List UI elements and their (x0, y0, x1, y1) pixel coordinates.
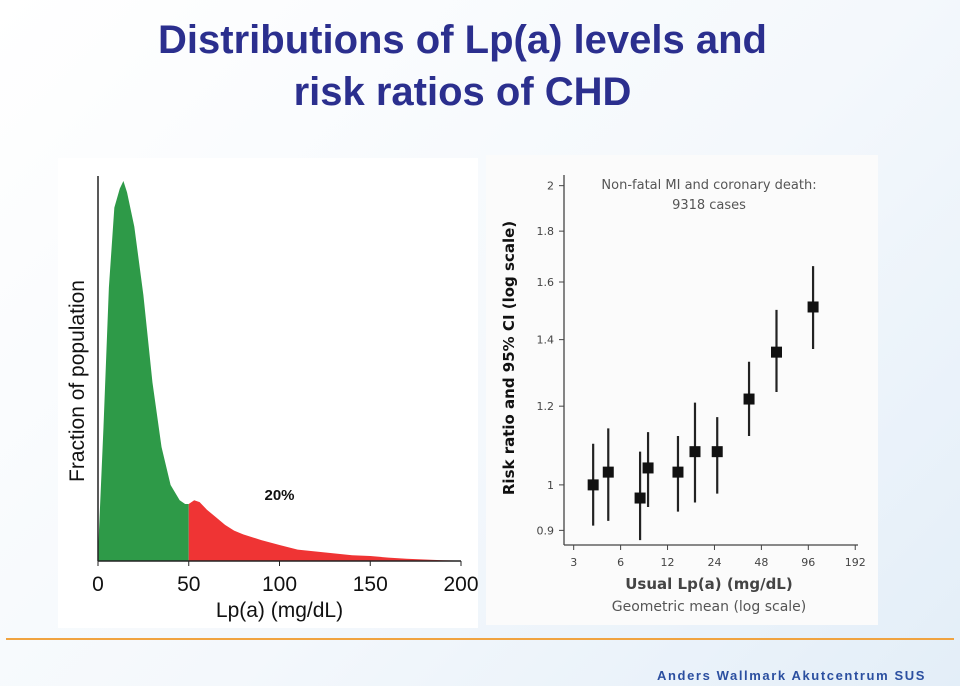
risk-y-axis-label: Risk ratio and 95% CI (log scale) (500, 221, 518, 495)
risk-point-marker (602, 466, 614, 478)
risk-ratio-chart-panel: 0.9 1 1.2 1.4 1.6 1.8 2 3 6 12 24 48 96 192 Non-fatal… (486, 155, 878, 625)
distribution-x-tick-label: 150 (353, 573, 388, 596)
distribution-x-tick-label: 0 (92, 573, 104, 596)
footer-divider (6, 638, 954, 640)
distribution-chart: 0 50 100 150 200 20% Lp(a) (mg/dL) Fraction … (66, 176, 479, 622)
slide-title-line-2: risk ratios of CHD (293, 70, 632, 114)
risk-x-axis-sublabel: Geometric mean (log scale) (612, 599, 807, 615)
risk-y-tick-label: 1.4 (537, 334, 555, 347)
risk-y-tick-label: 0.9 (537, 524, 555, 537)
risk-point-marker (672, 466, 684, 478)
risk-y-tick-label: 2 (547, 180, 554, 193)
risk-x-axis-label: Usual Lp(a) (mg/dL) (625, 575, 792, 593)
area-above-threshold (188, 500, 461, 561)
risk-x-tick-label: 3 (570, 556, 577, 569)
risk-ratio-chart: 0.9 1 1.2 1.4 1.6 1.8 2 3 6 12 24 48 96 192 Non-fatal… (500, 175, 866, 615)
risk-point-marker (634, 492, 646, 504)
risk-point-marker (807, 301, 819, 313)
slide-title: Distributions of Lp(a) levels and risk r… (0, 14, 925, 118)
risk-points (587, 266, 819, 541)
risk-y-tick-label: 1.8 (537, 225, 555, 238)
risk-point-marker (642, 462, 654, 474)
risk-point-marker (743, 393, 755, 405)
risk-point-marker (689, 446, 701, 458)
risk-point-marker (587, 479, 599, 491)
risk-point-marker (711, 446, 723, 458)
distribution-x-axis-label: Lp(a) (mg/dL) (216, 599, 343, 622)
area-below-threshold (98, 181, 189, 561)
risk-x-tick-label: 12 (661, 556, 675, 569)
distribution-axes: 0 50 100 150 200 (92, 176, 479, 596)
risk-y-tick-label: 1.6 (537, 276, 555, 289)
distribution-x-tick-label: 50 (177, 573, 200, 596)
risk-annotation-line-1: Non-fatal MI and coronary death: (601, 178, 816, 193)
risk-x-tick-label: 48 (754, 556, 768, 569)
risk-y-tick-label: 1.2 (537, 400, 555, 413)
risk-x-tick-label: 24 (707, 556, 721, 569)
risk-x-tick-label: 96 (801, 556, 815, 569)
risk-x-tick-label: 192 (845, 556, 866, 569)
distribution-y-axis-label: Fraction of population (66, 280, 89, 482)
fraction-above-threshold-label: 20% (264, 487, 294, 504)
risk-annotation-line-2: 9318 cases (672, 198, 746, 213)
slide-title-line-1: Distributions of Lp(a) levels and (158, 18, 767, 62)
distribution-x-tick-label: 200 (443, 573, 478, 596)
distribution-chart-panel: 0 50 100 150 200 20% Lp(a) (mg/dL) Fraction … (58, 158, 479, 628)
risk-point-marker (770, 346, 782, 358)
risk-axes: 0.9 1 1.2 1.4 1.6 1.8 2 3 6 12 24 48 96 192 (537, 175, 866, 569)
risk-y-tick-label: 1 (547, 479, 554, 492)
footer-author: Anders Wallmark Akutcentrum SUS (657, 668, 926, 683)
distribution-x-tick-label: 100 (262, 573, 297, 596)
risk-x-tick-label: 6 (617, 556, 624, 569)
